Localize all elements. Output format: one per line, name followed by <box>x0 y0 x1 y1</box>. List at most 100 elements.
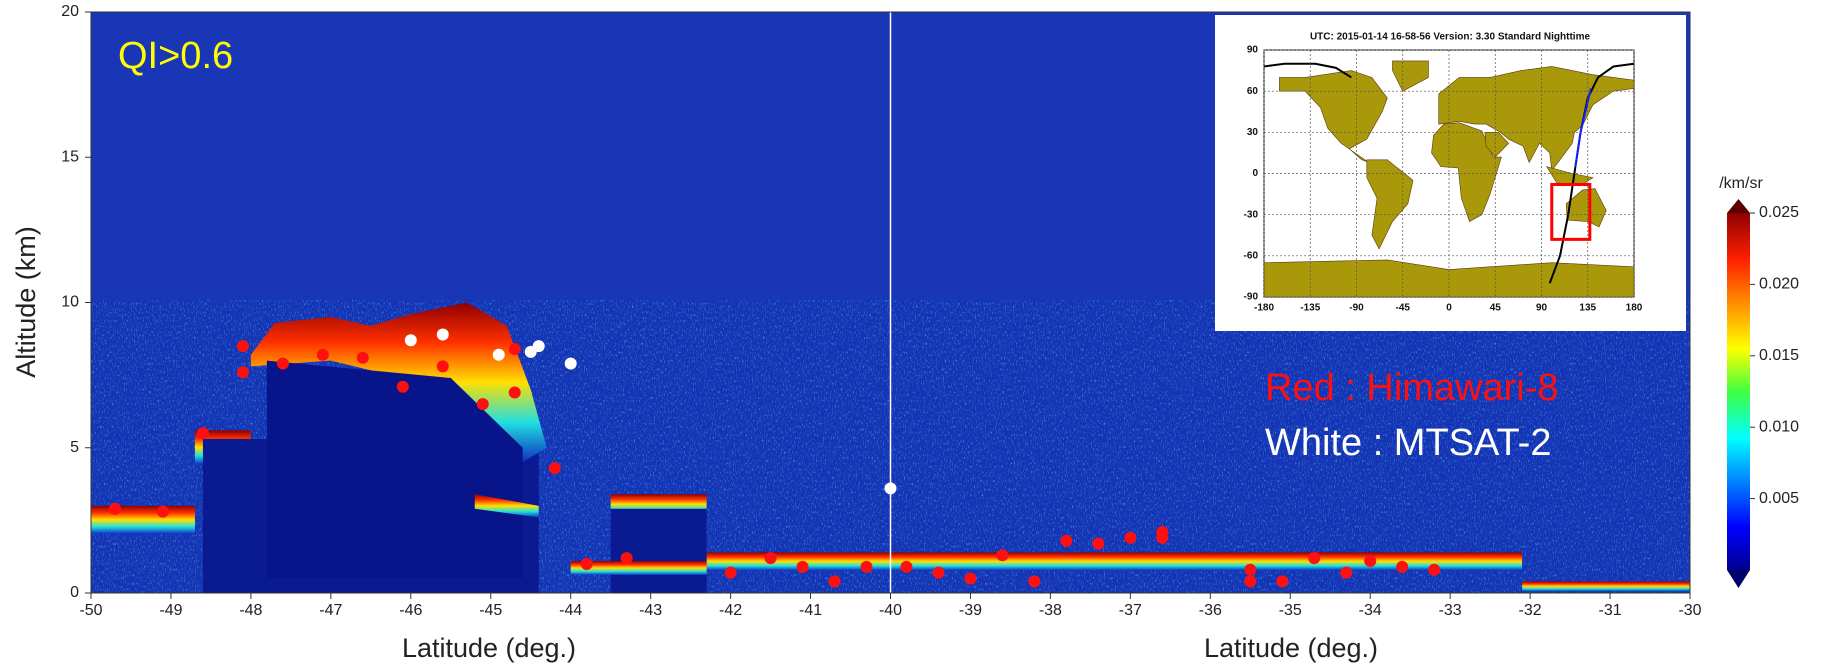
colorbar-tick-label: 0.015 <box>1759 347 1799 364</box>
colorbar-tick-label: 0.010 <box>1759 418 1799 435</box>
inset-x-tick-label: -45 <box>1396 303 1411 314</box>
x-tick-label: -35 <box>1279 602 1302 619</box>
marker <box>1060 534 1073 547</box>
x-tick-label: -42 <box>719 602 742 619</box>
y-tick-label: 5 <box>70 439 79 456</box>
x-tick-label: -34 <box>1359 602 1382 619</box>
colorbar-tick-label: 0.020 <box>1759 276 1799 293</box>
cloud-feature <box>91 505 195 534</box>
marker <box>1124 531 1137 544</box>
marker <box>476 398 489 411</box>
orbit-track <box>1264 62 1352 79</box>
x-tick-label: -40 <box>879 602 902 619</box>
inset-x-tick-label: 90 <box>1536 303 1548 314</box>
marker <box>316 348 329 361</box>
marker <box>276 357 289 370</box>
colorbar-tick-label: 0.025 <box>1759 204 1799 221</box>
marker <box>860 560 873 573</box>
inset-map: UTC: 2015-01-14 16-58-56 Version: 3.30 S… <box>1215 15 1686 331</box>
x-tick-label: -31 <box>1598 602 1621 619</box>
marker <box>1092 537 1105 550</box>
marker <box>764 552 777 565</box>
marker <box>964 572 977 585</box>
legend-entry: White : MTSAT-2 <box>1265 422 1551 464</box>
colorbar-extend <box>1727 199 1750 213</box>
inset-y-tick-label: 90 <box>1247 45 1259 56</box>
cloud-feature <box>570 561 707 576</box>
marker <box>548 462 561 475</box>
x-tick-label: -38 <box>1039 602 1062 619</box>
marker <box>508 386 521 399</box>
marker <box>108 502 121 515</box>
inset-y-tick-label: 30 <box>1247 127 1259 138</box>
x-tick-label: -32 <box>1519 602 1542 619</box>
marker <box>1364 555 1377 568</box>
y-tick-label: 15 <box>61 148 79 165</box>
cloud-feature <box>266 360 523 579</box>
inset-x-tick-label: 45 <box>1490 303 1502 314</box>
marker <box>564 357 577 370</box>
y-tick-label: 0 <box>70 584 79 601</box>
marker <box>1308 552 1321 565</box>
marker <box>620 552 633 565</box>
marker <box>580 557 593 570</box>
cloud-feature <box>474 494 539 518</box>
marker <box>1276 575 1289 588</box>
inset-title: UTC: 2015-01-14 16-58-56 Version: 3.30 S… <box>1310 32 1591 43</box>
marker <box>396 380 409 393</box>
cloud-feature <box>1522 581 1690 592</box>
marker <box>884 482 897 495</box>
cloud-feature <box>610 508 707 593</box>
marker <box>932 566 945 579</box>
marker <box>492 348 505 361</box>
y-tick-label: 10 <box>61 294 79 311</box>
marker <box>1156 525 1169 538</box>
x-axis-label: Latitude (deg.) <box>1204 633 1378 663</box>
marker <box>796 560 809 573</box>
inset-y-tick-label: 60 <box>1247 86 1259 97</box>
marker <box>1428 563 1441 576</box>
marker <box>900 560 913 573</box>
x-tick-label: -33 <box>1439 602 1462 619</box>
inset-x-tick-label: 0 <box>1446 303 1452 314</box>
colorbar-ramp <box>1727 213 1750 570</box>
marker <box>436 360 449 373</box>
x-tick-label: -43 <box>639 602 662 619</box>
x-tick-label: -44 <box>559 602 582 619</box>
colorbar: /km/sr 0.005 0.010 0.015 0.020 0.025 <box>1719 175 1799 588</box>
x-tick-label: -48 <box>239 602 262 619</box>
marker <box>1028 575 1041 588</box>
inset-y-tick-label: -60 <box>1244 250 1259 261</box>
x-tick-label: -37 <box>1119 602 1142 619</box>
marker <box>724 566 737 579</box>
x-tick-label: -41 <box>799 602 822 619</box>
marker <box>196 427 209 440</box>
marker <box>1340 566 1353 579</box>
x-tick-label: -47 <box>319 602 342 619</box>
marker <box>1244 563 1257 576</box>
x-axis-label: Latitude (deg.) <box>402 633 576 663</box>
region-box <box>1550 182 1592 241</box>
inset-x-tick-label: 180 <box>1626 303 1643 314</box>
inset-x-tick-label: -90 <box>1349 303 1364 314</box>
x-tick-label: -30 <box>1678 602 1701 619</box>
land <box>1545 166 1594 185</box>
legend-entry: Red : Himawari-8 <box>1265 367 1559 409</box>
marker <box>156 505 169 518</box>
marker <box>828 575 841 588</box>
colorbar-extend <box>1727 570 1750 588</box>
colorbar-tick-label: 0.005 <box>1759 490 1799 507</box>
x-tick-label: -50 <box>79 602 102 619</box>
land <box>1438 66 1634 172</box>
y-axis-label: Altitude (km) <box>11 226 41 378</box>
inset-y-tick-label: 0 <box>1252 168 1258 179</box>
marker <box>996 549 1009 562</box>
x-tick-label: -39 <box>959 602 982 619</box>
colorbar-label: /km/sr <box>1719 175 1763 192</box>
land <box>1565 188 1607 228</box>
inset-x-tick-label: 135 <box>1579 303 1596 314</box>
x-tick-label: -46 <box>399 602 422 619</box>
y-tick-label: 20 <box>61 3 79 20</box>
marker <box>532 340 545 353</box>
